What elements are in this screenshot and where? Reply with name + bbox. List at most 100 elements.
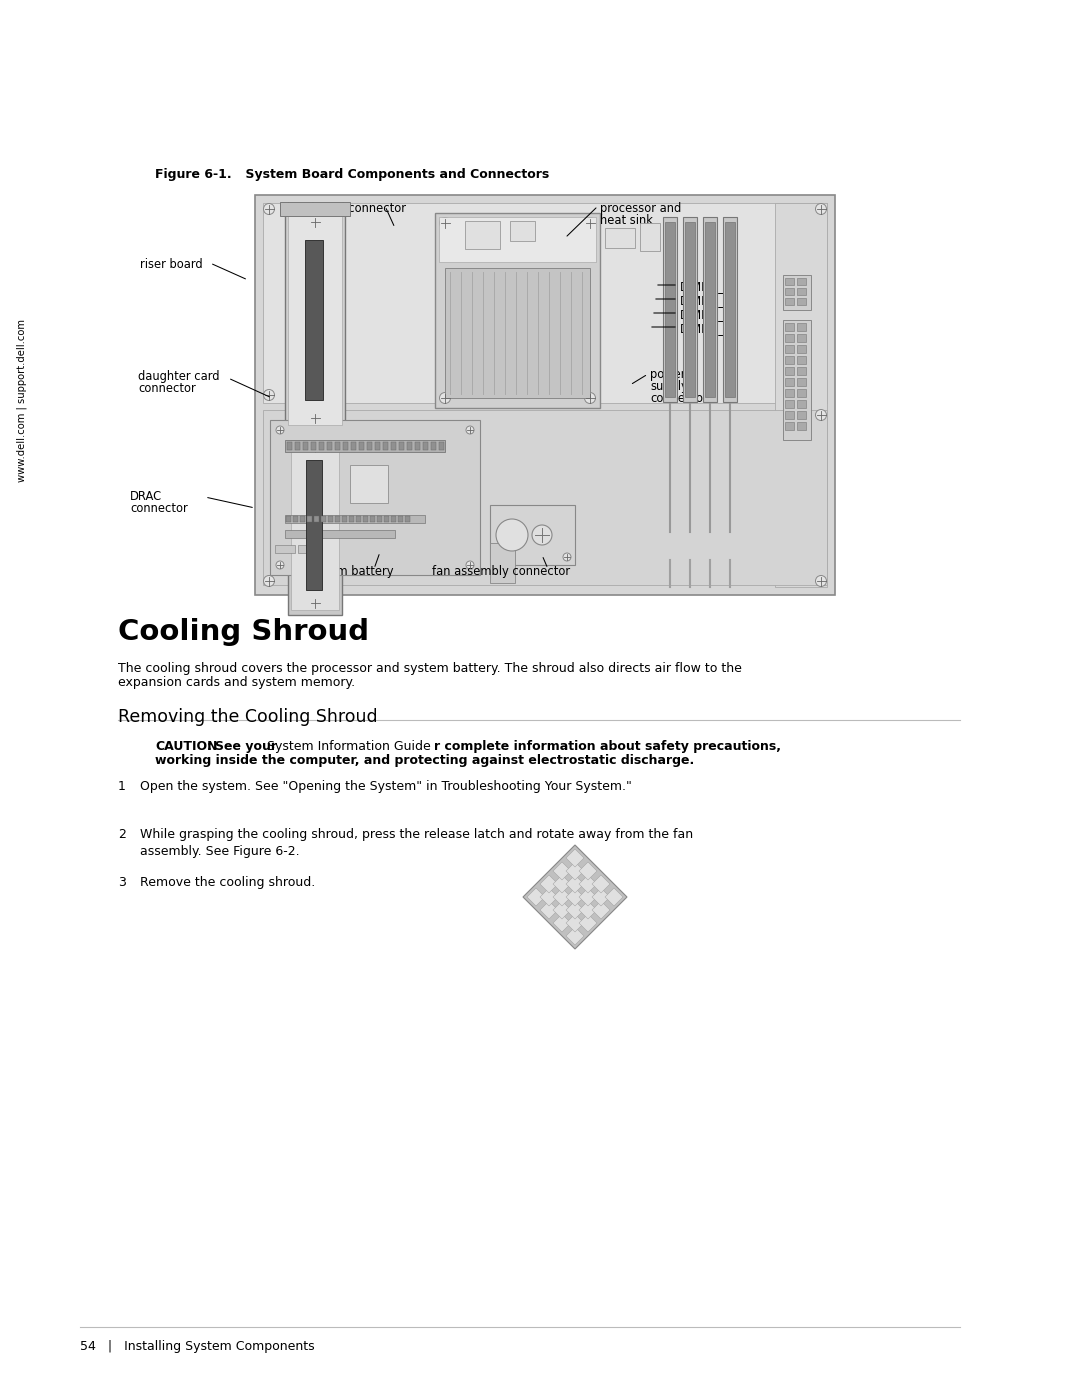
Circle shape [440, 218, 450, 229]
Bar [280, 203, 350, 217]
Circle shape [815, 204, 826, 215]
Bar [285, 529, 395, 538]
Bar [363, 515, 368, 522]
Bar [328, 515, 333, 522]
Bar [264, 203, 827, 402]
Bar [311, 441, 316, 450]
Bar [295, 441, 300, 450]
Bar [370, 515, 375, 522]
Polygon shape [540, 875, 558, 893]
Text: r complete information about safety precautions,: r complete information about safety prec… [434, 740, 781, 753]
Bar [303, 441, 308, 450]
Text: expansion cards and system memory.: expansion cards and system memory. [118, 676, 355, 689]
Bar [286, 515, 291, 522]
Bar [510, 221, 535, 242]
Bar [705, 222, 715, 397]
Polygon shape [566, 862, 584, 880]
Bar [797, 298, 806, 305]
Polygon shape [553, 914, 571, 932]
Bar [367, 441, 372, 450]
Text: www.dell.com | support.dell.com: www.dell.com | support.dell.com [17, 319, 27, 482]
Bar [342, 515, 347, 522]
Bar [785, 379, 794, 386]
Polygon shape [540, 901, 558, 919]
Bar [306, 460, 322, 590]
Bar [415, 441, 420, 450]
Bar [797, 288, 806, 295]
Bar [335, 441, 340, 450]
Polygon shape [553, 888, 571, 907]
Bar [785, 345, 794, 353]
Polygon shape [579, 914, 597, 932]
Text: Figure 6-1.: Figure 6-1. [156, 168, 231, 182]
Bar [797, 379, 806, 386]
Bar [298, 545, 318, 553]
Bar [399, 515, 403, 522]
Text: 1: 1 [118, 780, 126, 793]
Bar [291, 440, 339, 610]
Bar [605, 228, 635, 249]
Bar [285, 515, 426, 522]
Bar [783, 320, 811, 440]
Bar [293, 515, 298, 522]
Bar [275, 545, 295, 553]
Bar [431, 441, 436, 450]
Bar [285, 210, 345, 430]
Text: 54   |   Installing System Components: 54 | Installing System Components [80, 1340, 314, 1354]
Bar [351, 441, 356, 450]
Bar [785, 411, 794, 419]
Text: System Board Components and Connectors: System Board Components and Connectors [228, 168, 550, 182]
Polygon shape [592, 901, 610, 919]
Bar [383, 441, 388, 450]
Bar [264, 409, 827, 585]
Circle shape [310, 598, 321, 609]
Bar [797, 422, 806, 430]
Circle shape [465, 562, 474, 569]
Bar [319, 441, 324, 450]
Text: While grasping the cooling shroud, press the release latch and rotate away from : While grasping the cooling shroud, press… [140, 828, 693, 859]
Circle shape [276, 426, 284, 434]
Bar [785, 400, 794, 408]
Circle shape [815, 576, 826, 587]
Bar [665, 222, 675, 397]
Bar [797, 345, 806, 353]
Bar [797, 367, 806, 374]
Text: Remove the cooling shroud.: Remove the cooling shroud. [140, 876, 315, 888]
Circle shape [264, 390, 274, 401]
Text: DRAC: DRAC [130, 490, 162, 503]
Text: heat sink: heat sink [600, 214, 653, 226]
Bar [288, 434, 342, 615]
Circle shape [264, 576, 274, 587]
Bar [350, 465, 388, 503]
Text: CAUTION: CAUTION [156, 740, 217, 753]
Polygon shape [566, 914, 584, 932]
Bar [300, 515, 305, 522]
Bar [797, 278, 806, 285]
Bar [785, 388, 794, 397]
Polygon shape [540, 888, 558, 907]
Bar [407, 441, 411, 450]
Bar [490, 543, 515, 583]
Circle shape [815, 409, 826, 420]
Bar [270, 420, 480, 576]
Bar [327, 441, 332, 450]
Bar [490, 504, 575, 564]
Bar [640, 224, 660, 251]
Text: DIMM1_A: DIMM1_A [680, 279, 733, 293]
Bar [797, 356, 806, 365]
Circle shape [563, 553, 571, 562]
Polygon shape [566, 901, 584, 919]
Bar [423, 441, 428, 450]
Text: connectors: connectors [650, 393, 714, 405]
Bar [405, 515, 410, 522]
Text: connector: connector [130, 502, 188, 515]
Text: Cooling Shroud: Cooling Shroud [118, 617, 369, 645]
Bar [343, 441, 348, 450]
Bar [785, 422, 794, 430]
Bar [797, 334, 806, 342]
Bar [307, 515, 312, 522]
Bar [399, 441, 404, 450]
Bar [797, 323, 806, 331]
Bar [377, 515, 382, 522]
Bar [438, 441, 444, 450]
